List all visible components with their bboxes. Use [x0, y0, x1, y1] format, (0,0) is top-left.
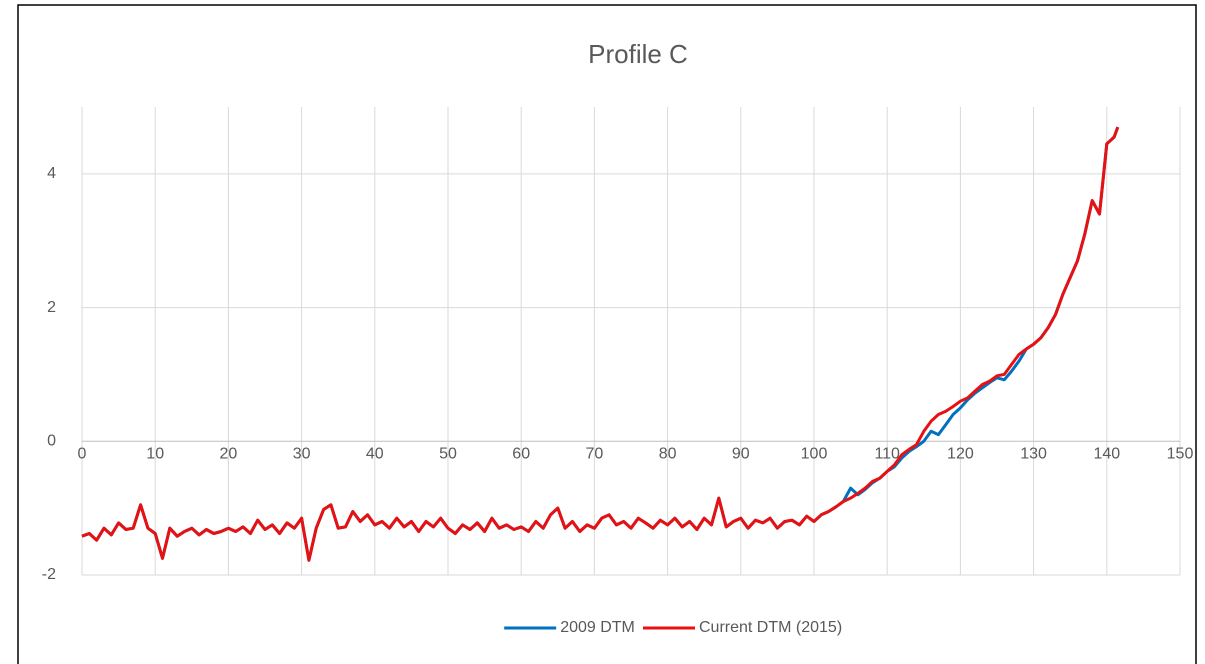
y-tick-label: 4: [47, 165, 56, 182]
x-tick-label: 140: [1093, 446, 1120, 463]
y-tick-label: 2: [47, 299, 56, 316]
y-tick-label: 0: [47, 433, 56, 450]
series-line: [81, 126, 1120, 562]
x-tick-label: 20: [220, 446, 238, 463]
x-tick-label: 10: [146, 446, 164, 463]
chart-title: Profile C: [588, 39, 688, 69]
x-tick-label: 0: [78, 446, 87, 463]
x-tick-label: 60: [512, 446, 530, 463]
x-tick-label: 80: [659, 446, 677, 463]
x-tick-label: 30: [293, 446, 311, 463]
chart-frame: [17, 4, 1197, 664]
x-tick-label: 70: [586, 446, 604, 463]
legend-label: 2009 DTM: [560, 619, 635, 636]
x-tick-label: 40: [366, 446, 384, 463]
x-tick-label: 130: [1020, 446, 1047, 463]
x-tick-label: 50: [439, 446, 457, 463]
x-tick-label: 100: [801, 446, 828, 463]
y-tick-label: -2: [42, 566, 56, 583]
x-tick-label: 150: [1167, 446, 1194, 463]
x-tick-label: 120: [947, 446, 974, 463]
x-tick-label: 90: [732, 446, 750, 463]
x-tick-label: 110: [874, 446, 900, 463]
legend-label: Current DTM (2015): [699, 619, 842, 636]
